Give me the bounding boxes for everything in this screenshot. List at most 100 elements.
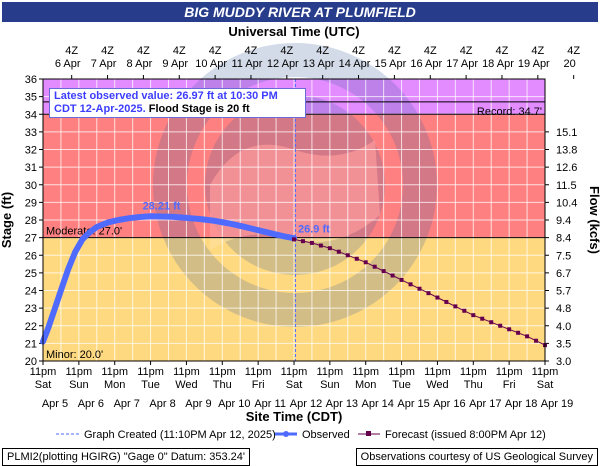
bottom-tick-date: Apr 8 <box>149 398 175 410</box>
right-tick-label: 7.5 <box>556 250 571 262</box>
right-tick-label: 3.5 <box>556 338 571 350</box>
record-label: Record: 34.7' <box>477 106 542 118</box>
left-tick-label: 33 <box>25 127 37 139</box>
left-tick-label: 22 <box>25 321 37 333</box>
forecast-point <box>444 299 449 304</box>
forecast-point <box>426 291 431 296</box>
forecast-point <box>525 334 530 339</box>
bottom-tick-date: Apr 11 <box>254 398 286 410</box>
bottom-tick-time: 11pm <box>101 366 128 378</box>
top-tick-label-date: 7 Apr <box>91 58 117 70</box>
bottom-tick-day: Thu <box>213 379 232 391</box>
footer-credit: Observations courtesy of US Geological S… <box>355 448 598 466</box>
forecast-point <box>435 295 440 300</box>
top-tick-label-utc: 4Z <box>388 45 401 57</box>
forecast-point <box>399 277 404 282</box>
bottom-tick-time: 11pm <box>424 366 451 378</box>
forecast-point <box>408 282 413 287</box>
legend-graph-created: Graph Created (11:10PM Apr 12, 2025) <box>84 429 276 441</box>
bottom-tick-date: Apr 17 <box>469 398 501 410</box>
forecast-point <box>471 313 476 318</box>
top-tick-label-date: 15 Apr <box>374 58 406 70</box>
legend-forecast: Forecast (issued 8:00PM Apr 12) <box>385 429 546 441</box>
legend: Graph Created (11:10PM Apr 12, 2025) Obs… <box>56 429 546 441</box>
forecast-point <box>363 260 368 265</box>
right-tick-label: 10.4 <box>556 197 577 209</box>
left-tick-label: 27 <box>25 233 37 245</box>
forecast-point <box>534 338 539 343</box>
left-tick-label: 35 <box>25 92 37 104</box>
threshold-label-minor: Minor: 20.0' <box>46 349 103 361</box>
top-tick-label-date: 19 Apr <box>518 58 550 70</box>
peak-annotation: 28.21 ft <box>143 200 181 212</box>
top-tick-label-date: 17 Apr <box>446 58 478 70</box>
right-tick-label: 12.6 <box>556 162 577 174</box>
bottom-tick-time: 11pm <box>352 366 379 378</box>
observed-series <box>40 213 297 345</box>
forecast-point <box>516 330 521 335</box>
top-tick-label-utc: 4Z <box>531 45 544 57</box>
right-tick-label: 3.0 <box>556 356 571 368</box>
left-tick-label: 28 <box>25 215 37 227</box>
right-axis-title: Flow (kcfs) <box>587 186 600 254</box>
threshold-label-moderate: Moderate: 27.0' <box>46 226 122 238</box>
latest-observed-line: Latest observed value: 26.97 ft at 10:30… <box>54 90 278 102</box>
bottom-tick-date: Apr 16 <box>433 398 465 410</box>
left-tick-label: 20 <box>25 356 37 368</box>
top-tick-label-utc: 4Z <box>137 45 150 57</box>
bottom-tick-day: Wed <box>426 379 448 391</box>
top-tick-label-utc: 4Z <box>496 45 509 57</box>
bottom-tick-day: Sun <box>320 379 340 391</box>
forecast-point <box>372 264 377 269</box>
bottom-tick-date: Apr 7 <box>114 398 140 410</box>
bottom-tick-date: Apr 6 <box>78 398 104 410</box>
bottom-tick-day: Sat <box>286 379 303 391</box>
bottom-tick-time: 11pm <box>173 366 200 378</box>
forecast-point <box>300 239 305 244</box>
bottom-tick-time: 11pm <box>496 366 523 378</box>
top-tick-label-utc: 4Z <box>352 45 365 57</box>
forecast-point <box>507 327 512 332</box>
bottom-tick-time: 11pm <box>388 366 415 378</box>
bottom-tick-date: Apr 13 <box>326 398 358 410</box>
left-tick-label: 36 <box>25 74 37 86</box>
bottom-tick-time: 11pm <box>209 366 236 378</box>
top-tick-label-date: 9 Apr <box>162 58 188 70</box>
left-tick-label: 31 <box>25 162 37 174</box>
bottom-tick-time: 11pm <box>30 366 57 378</box>
top-tick-label-date: 12 Apr <box>267 58 299 70</box>
forecast-point <box>489 320 494 325</box>
right-axis: 3.0 3.5 4.0 4.8 5.7 6.7 7.5 8.4 9.4 10.4 11.5 12.6 1… <box>545 127 577 368</box>
top-tick-label-utc: 4Z <box>424 45 437 57</box>
bottom-tick-date: Apr 5 <box>42 398 68 410</box>
forecast-point <box>498 323 503 328</box>
forecast-point <box>327 246 332 251</box>
bottom-tick-day: Mon <box>104 379 125 391</box>
top-tick-label-utc: 4Z <box>316 45 329 57</box>
bottom-axis-title: Site Time (CDT) <box>246 409 343 424</box>
bottom-tick-day: Thu <box>464 379 483 391</box>
bottom-tick-day: Sat <box>537 379 554 391</box>
right-tick-label: 4.8 <box>556 303 571 315</box>
series-group <box>40 213 547 348</box>
top-tick-label-utc: 4Z <box>567 45 580 57</box>
top-tick-label-date: 11 Apr <box>231 58 262 70</box>
right-tick-label: 5.7 <box>556 286 571 298</box>
bottom-tick-time: 11pm <box>532 366 559 378</box>
left-tick-label: 32 <box>25 145 37 157</box>
right-tick-label: 11.5 <box>556 180 577 192</box>
top-tick-label-utc: 4Z <box>65 45 78 57</box>
left-tick-label: 34 <box>25 109 37 121</box>
left-axis: 20 21 22 23 24 25 26 27 28 29 30 31 32 33 34 35 36 <box>25 74 43 368</box>
legend-observed: Observed <box>302 429 350 441</box>
bottom-tick-day: Tue <box>392 379 411 391</box>
top-axis-title: Universal Time (UTC) <box>228 24 359 39</box>
bottom-tick-day: Fri <box>252 379 265 391</box>
top-tick-label-utc: 4Z <box>209 45 222 57</box>
left-tick-label: 21 <box>25 338 37 350</box>
bottom-tick-date: Apr 19 <box>541 398 573 410</box>
forecast-point <box>318 243 323 248</box>
